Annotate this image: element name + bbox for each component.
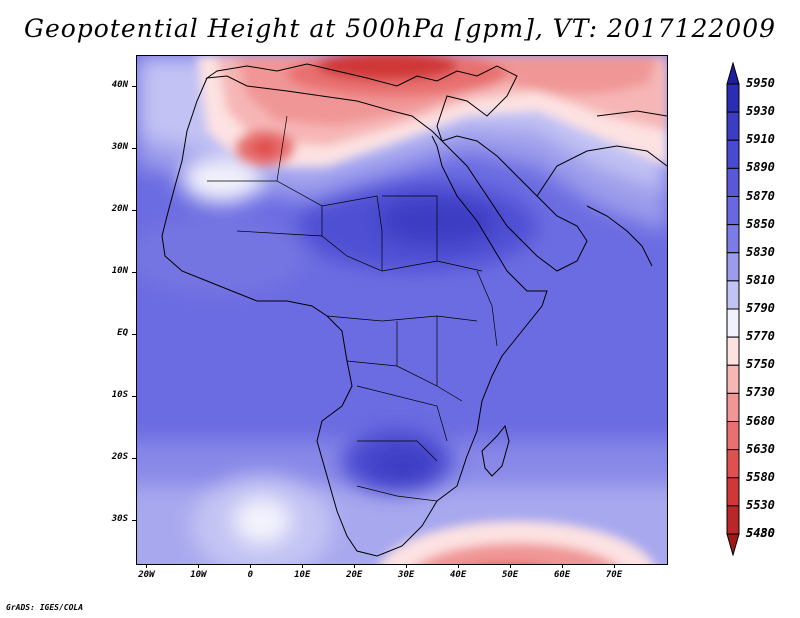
lat-label: EQ <box>117 327 128 338</box>
colorbar-swatch <box>726 449 740 479</box>
colorbar-level-label: 5530 <box>746 497 775 512</box>
colorbar-swatch <box>726 111 740 141</box>
coastlines <box>161 63 667 557</box>
map-plot-area <box>136 55 668 565</box>
colorbar-level-label: 5680 <box>746 413 775 428</box>
colorbar-level-label: 5770 <box>746 329 775 344</box>
colorbar-level-label: 5930 <box>746 104 775 119</box>
lon-label: 20E <box>346 570 363 580</box>
field-northern-trough <box>197 56 667 166</box>
lon-label: 0 <box>247 570 254 580</box>
lon-label: 10W <box>190 570 207 580</box>
lon-label: 40E <box>450 570 467 580</box>
colorbar-swatch <box>726 83 740 113</box>
colorbar-swatch <box>726 392 740 422</box>
colorbar-swatch <box>726 252 740 282</box>
lat-tick <box>132 519 136 521</box>
lon-label: 60E <box>553 570 571 580</box>
lon-tick <box>562 564 564 568</box>
colorbar-swatch <box>726 421 740 451</box>
lon-label: 30E <box>398 570 415 580</box>
lon-tick <box>198 564 200 568</box>
lon-tick <box>458 564 460 568</box>
lon-label: 20W <box>138 570 155 580</box>
lat-tick <box>132 457 136 459</box>
colorbar-swatch <box>726 308 740 338</box>
lon-tick <box>354 564 356 568</box>
geopotential-map <box>137 56 667 564</box>
colorbar-level-label: 5870 <box>746 188 775 203</box>
lat-label: 20N <box>111 203 128 214</box>
lon-tick <box>250 564 252 568</box>
lat-label: 10N <box>111 265 128 276</box>
grads-credit: GrADS: IGES/COLA <box>6 603 84 612</box>
lat-tick <box>132 333 136 335</box>
colorbar-swatch <box>726 167 740 197</box>
colorbar-swatch <box>726 505 740 535</box>
colorbar-swatch <box>726 139 740 169</box>
colorbar-swatch <box>726 280 740 310</box>
lon-label: 50E <box>501 570 519 580</box>
colorbar-level-label: 5890 <box>746 160 775 175</box>
lon-tick <box>146 564 148 568</box>
colorbar-top-arrow <box>726 62 740 85</box>
field-southern-trough <box>380 521 654 564</box>
lat-label: 40N <box>111 79 128 90</box>
colorbar-swatch <box>726 224 740 254</box>
lon-label: 10E <box>294 570 311 580</box>
colorbar-swatch <box>726 364 740 394</box>
colorbar-level-label: 5950 <box>746 76 775 90</box>
colorbar <box>726 62 740 556</box>
lat-label: 10S <box>111 389 128 400</box>
colorbar-swatch <box>726 336 740 366</box>
lat-tick <box>132 271 136 273</box>
lat-tick <box>132 395 136 397</box>
colorbar-level-label: 5730 <box>746 385 775 400</box>
lat-label: 20S <box>111 451 128 462</box>
country-borders <box>207 115 498 502</box>
lat-label: 30S <box>111 513 128 524</box>
lat-label: 30N <box>111 141 128 152</box>
colorbar-bottom-arrow <box>726 533 740 556</box>
colorbar-level-label: 5790 <box>746 301 775 315</box>
lon-tick <box>302 564 304 568</box>
colorbar-level-label: 5630 <box>746 441 775 456</box>
map-title: Geopotential Height at 500hPa [gpm], VT:… <box>23 14 777 43</box>
colorbar-level-label: 5430 <box>746 526 775 540</box>
lon-label: 70E <box>605 570 623 580</box>
colorbar-level-label: 5830 <box>746 244 775 259</box>
colorbar-swatch <box>726 196 740 226</box>
lat-tick <box>132 209 136 211</box>
colorbar-level-label: 5850 <box>746 216 775 231</box>
lon-tick <box>510 564 512 568</box>
colorbar-level-label: 5480 <box>746 526 775 540</box>
lon-tick <box>406 564 408 568</box>
colorbar-level-label: 5910 <box>746 132 775 147</box>
lat-tick <box>132 85 136 87</box>
colorbar-level-label: 5810 <box>746 272 775 287</box>
colorbar-level-label: 5750 <box>746 357 775 372</box>
colorbar-swatch <box>726 477 740 507</box>
colorbar-level-label: 5580 <box>746 469 775 484</box>
lat-tick <box>132 147 136 149</box>
lon-tick <box>614 564 616 568</box>
